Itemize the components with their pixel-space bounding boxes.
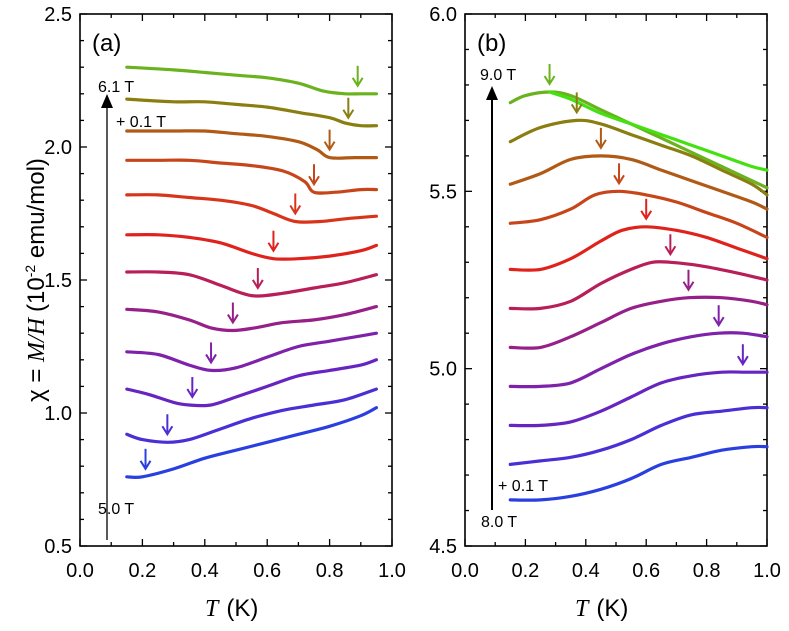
series-line-8 bbox=[508, 154, 769, 211]
series-line-7 bbox=[125, 193, 378, 224]
panel-a-field-top: 6.1 T bbox=[98, 79, 134, 96]
panel-a-label: (a) bbox=[92, 30, 121, 57]
x-tick-label: 0.4 bbox=[191, 560, 219, 582]
extremum-arrowhead-6 bbox=[640, 210, 653, 221]
panel-a-field-arrowhead bbox=[101, 94, 113, 108]
extremum-arrowhead-5 bbox=[664, 245, 677, 257]
y-tick-label: 1.5 bbox=[44, 270, 72, 292]
panel-b-markers bbox=[543, 64, 749, 367]
x-tick-label: 0.4 bbox=[572, 560, 600, 582]
y-tick-label: 1.0 bbox=[44, 403, 72, 425]
y-tick-label: 0.5 bbox=[44, 536, 72, 558]
extremum-arrowhead-3 bbox=[205, 353, 217, 365]
panel-a-ticks: 0.0 0.2 0.4 0.6 0.8 1.0 0.5 1.0 1.5 2.0 2.5 bbox=[44, 4, 406, 582]
panel-b-curves bbox=[508, 90, 769, 502]
series-line-11 bbox=[125, 65, 378, 96]
panel-b-ticks: 0.0 0.2 0.4 0.6 0.8 1.0 4.5 5.0 5.5 6.0 bbox=[429, 4, 781, 582]
y-tick-label: 6.0 bbox=[429, 4, 457, 26]
panel-a-xlabel: T (K) bbox=[205, 595, 258, 622]
series-line-1 bbox=[125, 387, 378, 444]
extremum-arrowhead-6 bbox=[267, 242, 280, 253]
panel-b-xlabel: T (K) bbox=[575, 595, 628, 622]
x-tick-label: 0.8 bbox=[316, 560, 344, 582]
panel-b-frame bbox=[464, 13, 768, 547]
extremum-arrowhead-3 bbox=[712, 316, 725, 328]
extremum-arrowhead-11 bbox=[351, 77, 364, 88]
series-line-2 bbox=[508, 370, 769, 428]
x-tick-label: 0.0 bbox=[66, 560, 94, 582]
y-tick-label: 2.0 bbox=[44, 137, 72, 159]
series-line-0 bbox=[508, 444, 769, 502]
x-tick-label: 0.8 bbox=[693, 560, 721, 582]
x-tick-label: 0.6 bbox=[253, 560, 281, 582]
x-tick-label: 1.0 bbox=[378, 560, 406, 582]
x-tick-label: 0.2 bbox=[128, 560, 156, 582]
series-line-4 bbox=[125, 305, 378, 333]
extremum-arrowhead-10 bbox=[342, 109, 355, 120]
series-line-5 bbox=[125, 270, 378, 298]
extremum-arrowhead-10 bbox=[543, 75, 556, 86]
series-line-1 bbox=[508, 405, 769, 466]
panel-a-markers bbox=[139, 65, 364, 471]
y-tick-label: 5.0 bbox=[429, 359, 457, 381]
panel-b-label: (b) bbox=[477, 30, 506, 57]
series-line-2 bbox=[125, 358, 378, 408]
extremum-arrowhead-0 bbox=[139, 460, 152, 471]
panel-b-field-arrowhead bbox=[486, 86, 498, 100]
series-line-6 bbox=[508, 225, 769, 272]
series-line-9 bbox=[125, 129, 378, 160]
series-line-7 bbox=[508, 189, 769, 239]
panel-b-field-top: 9.0 T bbox=[480, 67, 516, 84]
y-tick-label: 4.5 bbox=[429, 536, 457, 558]
series-line-8 bbox=[125, 158, 378, 195]
extremum-arrowhead-4 bbox=[227, 314, 239, 325]
series-line-10 bbox=[125, 97, 378, 128]
extremum-arrowhead-5 bbox=[251, 279, 264, 290]
extremum-arrowhead-4 bbox=[682, 281, 695, 292]
panel-b-field-bottom: 8.0 T bbox=[481, 514, 517, 531]
extremum-arrowhead-2 bbox=[186, 388, 199, 399]
x-tick-label: 1.0 bbox=[753, 560, 781, 582]
series-line-11 bbox=[548, 90, 769, 172]
series-line-6 bbox=[125, 232, 378, 261]
series-line-3 bbox=[508, 331, 769, 389]
extremum-arrowhead-8 bbox=[595, 139, 607, 150]
series-line-9 bbox=[508, 118, 769, 197]
series-line-5 bbox=[508, 260, 769, 311]
series-line-3 bbox=[125, 331, 378, 373]
series-line-4 bbox=[508, 295, 769, 350]
y-tick-label: 2.5 bbox=[44, 4, 72, 26]
panel-b: 0.0 0.2 0.4 0.6 0.8 1.0 4.5 5.0 5.5 6.0 (b) 9.0 T… bbox=[429, 4, 781, 622]
panel-a-field-step: + 0.1 T bbox=[116, 114, 166, 131]
extremum-arrowhead-9 bbox=[570, 103, 583, 115]
panel-a: 0.0 0.2 0.4 0.6 0.8 1.0 0.5 1.0 1.5 2.0 2.5 (a) 6.… bbox=[22, 4, 406, 622]
series-line-0 bbox=[125, 406, 378, 480]
extremum-arrowhead-9 bbox=[323, 141, 336, 152]
extremum-arrowhead-7 bbox=[613, 174, 625, 186]
y-tick-label: 5.5 bbox=[429, 181, 457, 203]
x-tick-label: 0.0 bbox=[451, 560, 479, 582]
panel-a-curves bbox=[125, 65, 378, 480]
extremum-arrowhead-7 bbox=[289, 204, 302, 216]
x-tick-label: 0.6 bbox=[632, 560, 660, 582]
extremum-arrowhead-2 bbox=[736, 355, 749, 367]
extremum-arrowhead-1 bbox=[161, 425, 174, 437]
panel-b-field-step: + 0.1 T bbox=[498, 478, 548, 495]
panel-a-ylabel: χ = M/H(10-2 emu/mol) bbox=[22, 158, 50, 402]
panel-a-field-bottom: 5.0 T bbox=[98, 501, 134, 518]
x-tick-label: 0.2 bbox=[511, 560, 539, 582]
extremum-arrowhead-8 bbox=[308, 175, 320, 187]
